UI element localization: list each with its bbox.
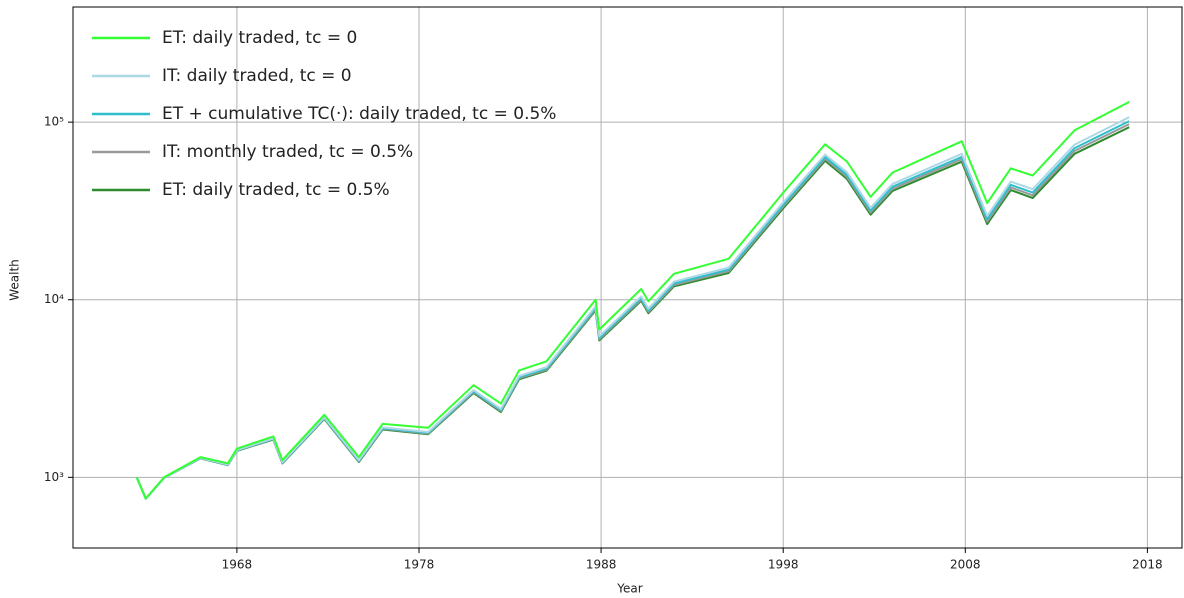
legend-label: ET: daily traded, tc = 0 xyxy=(162,28,357,48)
x-tick-label: 1998 xyxy=(768,558,799,572)
plot-frame xyxy=(72,6,1183,549)
x-axis-label: Year xyxy=(616,582,642,596)
legend-label: ET + cumulative TC(·): daily traded, tc … xyxy=(162,104,556,124)
x-tick-label: 1988 xyxy=(586,558,617,572)
x-tick-label: 1968 xyxy=(222,558,253,572)
legend-label: IT: daily traded, tc = 0 xyxy=(162,66,352,86)
x-tick-label: 2018 xyxy=(1132,558,1163,572)
series-line xyxy=(135,101,1130,500)
y-tick-label: 10⁵ xyxy=(44,115,64,129)
legend-label: ET: daily traded, tc = 0.5% xyxy=(162,180,390,200)
x-tick-label: 2008 xyxy=(950,558,981,572)
x-tick-label: 1978 xyxy=(404,558,435,572)
y-tick-label: 10⁴ xyxy=(44,292,64,306)
y-tick-label: 10³ xyxy=(44,470,64,484)
legend-label: IT: monthly traded, tc = 0.5% xyxy=(162,142,413,162)
y-axis-label: Wealth xyxy=(8,259,22,301)
